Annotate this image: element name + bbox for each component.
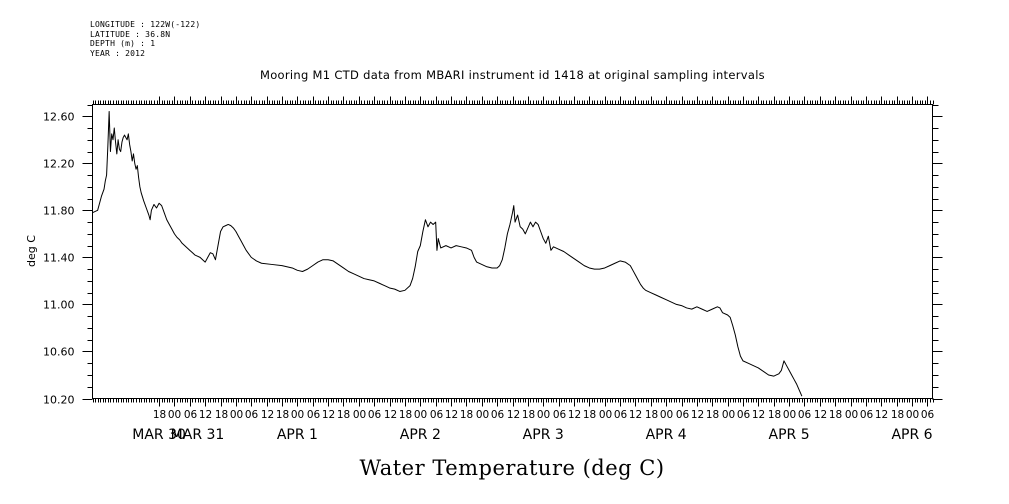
x-hour-label: 06 bbox=[307, 409, 321, 421]
x-hour-label: 06 bbox=[798, 409, 812, 421]
x-hour-label: 06 bbox=[553, 409, 567, 421]
chart-title: Mooring M1 CTD data from MBARI instrumen… bbox=[260, 68, 765, 82]
x-hour-label: 18 bbox=[645, 409, 658, 421]
x-hour-label: 18 bbox=[399, 409, 412, 421]
x-hour-label: 12 bbox=[199, 409, 212, 421]
y-tick-label: 12.20 bbox=[43, 158, 75, 171]
x-hour-label: 12 bbox=[691, 409, 704, 421]
year-line: YEAR : 2012 bbox=[90, 48, 146, 58]
x-hour-label: 12 bbox=[445, 409, 458, 421]
x-hour-label: 18 bbox=[891, 409, 904, 421]
x-hour-label: 06 bbox=[184, 409, 198, 421]
x-hour-label: 18 bbox=[337, 409, 350, 421]
x-hour-label: 06 bbox=[860, 409, 874, 421]
x-day-label: APR 3 bbox=[523, 427, 564, 443]
series-layer bbox=[92, 111, 803, 397]
x-hour-label: 18 bbox=[276, 409, 289, 421]
x-hour-label: 12 bbox=[568, 409, 581, 421]
y-tick-label: 11.40 bbox=[43, 252, 75, 265]
x-hour-label: 18 bbox=[706, 409, 719, 421]
x-hour-label: 06 bbox=[676, 409, 690, 421]
x-hour-label: 06 bbox=[614, 409, 628, 421]
x-hour-label: 00 bbox=[845, 409, 858, 421]
x-axis-title: Water Temperature (deg C) bbox=[359, 456, 664, 480]
x-hour-label: 00 bbox=[537, 409, 550, 421]
latitude-line: LATITUDE : 36.8N bbox=[90, 29, 171, 39]
x-hour-label: 12 bbox=[875, 409, 888, 421]
temperature-series-line bbox=[92, 111, 803, 397]
x-day-label: MAR 30 bbox=[132, 427, 186, 443]
y-tick-label: 12.60 bbox=[43, 111, 75, 124]
x-hour-label: 00 bbox=[599, 409, 612, 421]
x-hour-label: 00 bbox=[476, 409, 489, 421]
x-day-label: APR 2 bbox=[400, 427, 441, 443]
x-hour-label: 00 bbox=[660, 409, 673, 421]
x-axis: 18 00 06 12 18 00 06 12 18 00 06 12 18 00 06 12 18 00 06 12… bbox=[132, 96, 935, 443]
x-hour-label: 06 bbox=[368, 409, 382, 421]
x-hour-label: 18 bbox=[522, 409, 535, 421]
x-hour-label: 00 bbox=[783, 409, 796, 421]
depth-line: DEPTH (m) : 1 bbox=[90, 39, 156, 48]
x-hour-label: 00 bbox=[722, 409, 735, 421]
y-tick-label: 10.60 bbox=[43, 346, 75, 359]
x-hour-label: 12 bbox=[814, 409, 827, 421]
x-hour-label: 12 bbox=[384, 409, 397, 421]
x-hour-label: 00 bbox=[353, 409, 366, 421]
y-tick-label: 11.80 bbox=[43, 205, 75, 218]
x-hour-label: 06 bbox=[245, 409, 259, 421]
x-hour-label: 12 bbox=[261, 409, 274, 421]
x-hour-label: 12 bbox=[752, 409, 765, 421]
x-hour-label: 12 bbox=[507, 409, 520, 421]
x-hour-label: 00 bbox=[291, 409, 304, 421]
x-day-label: MAR 31 bbox=[171, 427, 225, 443]
y-axis-title: deg C bbox=[25, 235, 38, 267]
x-hour-label: 00 bbox=[414, 409, 427, 421]
minor-ticks bbox=[87, 100, 939, 403]
x-hour-label: 18 bbox=[460, 409, 473, 421]
x-day-label: APR 6 bbox=[891, 427, 932, 443]
x-hour-label: 06 bbox=[491, 409, 505, 421]
x-hour-label: 06 bbox=[430, 409, 444, 421]
x-hour-label: 06 bbox=[921, 409, 935, 421]
longitude-line: LONGITUDE : 122W(-122) bbox=[90, 20, 201, 29]
y-tick-label: 10.20 bbox=[43, 394, 75, 407]
y-axis: 10.20 10.60 11.00 11.40 11.80 12.20 12.60 bbox=[43, 111, 943, 407]
x-day-label: APR 5 bbox=[769, 427, 810, 443]
x-hour-label: 18 bbox=[583, 409, 596, 421]
x-hour-label: 12 bbox=[322, 409, 335, 421]
dataset-metadata: LONGITUDE : 122W(-122) LATITUDE : 36.8N … bbox=[90, 20, 200, 58]
x-hour-label: 00 bbox=[230, 409, 243, 421]
x-hour-label: 06 bbox=[737, 409, 751, 421]
x-hour-label: 00 bbox=[168, 409, 181, 421]
x-hour-label: 18 bbox=[215, 409, 228, 421]
x-hour-label: 18 bbox=[768, 409, 781, 421]
x-day-label: APR 4 bbox=[646, 427, 687, 443]
x-hour-label: 12 bbox=[629, 409, 642, 421]
x-day-label: APR 1 bbox=[277, 427, 318, 443]
x-hour-label: 00 bbox=[906, 409, 919, 421]
x-hour-label: 18 bbox=[829, 409, 842, 421]
x-hour-label: 18 bbox=[153, 409, 166, 421]
y-tick-label: 11.00 bbox=[43, 299, 75, 312]
plot-frame bbox=[92, 104, 933, 399]
